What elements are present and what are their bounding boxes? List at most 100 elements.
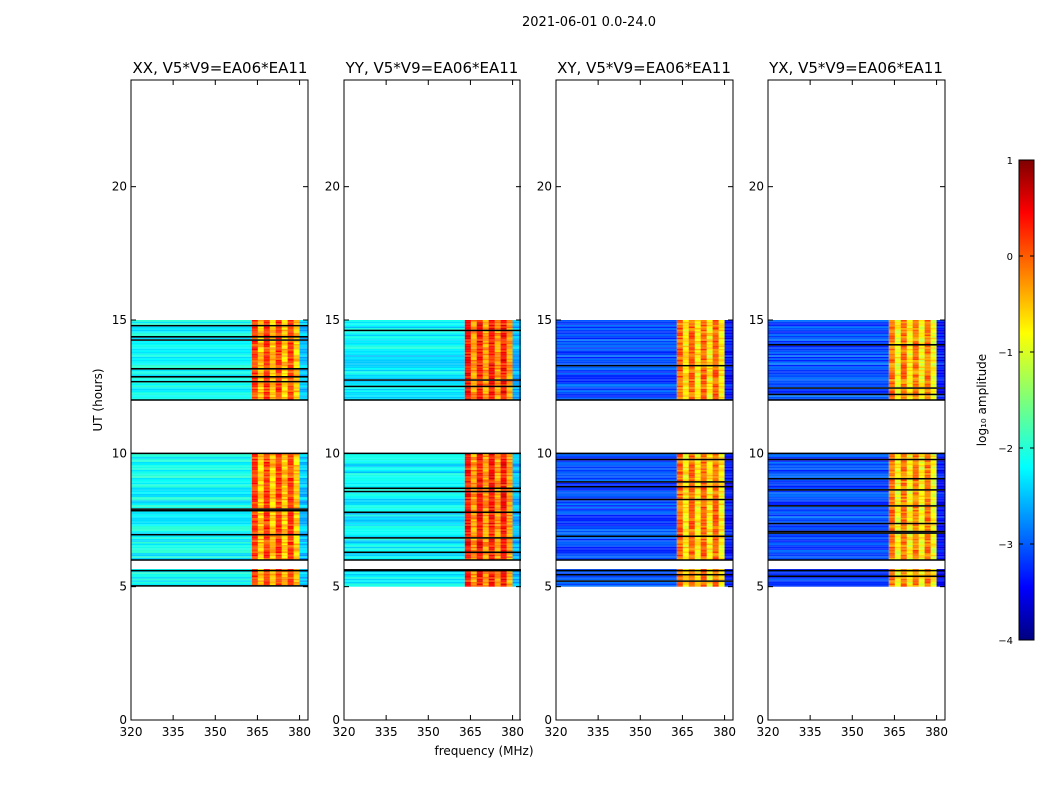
strong-band-cell [888,461,896,464]
strong-band-cell [712,548,719,550]
strong-band-cell [894,352,902,354]
strong-band-cell [930,557,937,560]
strong-band-cell [676,557,684,560]
strong-band-cell [476,553,484,555]
strong-band-cell [912,485,919,488]
strong-band-cell [682,342,690,344]
strong-band-cell [464,513,472,515]
strong-band-cell [894,374,902,376]
low-band-cell [768,324,889,327]
strong-band-cell [275,396,282,399]
strong-band-cell [700,474,707,477]
strong-band-cell [918,497,925,499]
strong-band-cell [700,352,707,354]
strong-band-cell [281,479,288,482]
strong-band-cell [275,514,282,517]
strong-band-cell [488,506,495,509]
strong-band-cell [918,332,925,335]
strong-band-cell [500,388,507,391]
strong-band-cell [924,516,931,518]
strong-band-cell [494,465,501,467]
strong-band-cell [682,541,690,544]
strong-band-cell [293,500,300,502]
strong-band-cell [900,461,908,464]
strong-band-cell [700,538,707,541]
strong-band-cell [688,516,696,518]
flagged-row [556,580,733,582]
strong-band-cell [718,463,725,466]
strong-band-cell [694,585,701,587]
strong-band-cell [500,380,507,383]
strong-band-cell [506,363,513,365]
strong-band-cell [894,506,902,509]
strong-band-cell [900,482,908,485]
strong-band-cell [930,358,937,360]
strong-band-cell [464,387,472,389]
low-band-cell [344,337,465,340]
strong-band-cell [712,328,719,330]
strong-band-cell [718,372,725,375]
low-band-cell [768,487,889,490]
strong-band-cell [464,331,472,333]
strong-band-cell [263,500,271,502]
strong-band-cell [682,334,690,336]
low-band-cell [344,463,465,466]
strong-band-cell [464,532,472,534]
strong-band-cell [694,487,701,490]
upper-band-cell [512,457,521,459]
strong-band-cell [464,393,472,396]
strong-band-cell [263,387,271,389]
low-band-cell [768,476,889,478]
strong-band-cell [494,473,501,475]
strong-band-cell [470,548,478,550]
strong-band-cell [470,364,478,367]
strong-band-cell [494,380,501,383]
strong-band-cell [712,479,719,482]
strong-band-cell [500,398,507,400]
strong-band-cell [694,519,701,522]
strong-band-cell [506,453,513,456]
upper-band-cell [724,323,733,325]
strong-band-cell [912,358,919,360]
strong-band-cell [930,364,937,367]
strong-band-cell [700,549,707,552]
low-band-cell [556,321,677,324]
strong-band-cell [500,573,507,576]
strong-band-cell [287,393,294,396]
strong-band-cell [894,471,902,474]
strong-band-cell [688,347,696,349]
upper-band-cell [724,363,733,365]
strong-band-cell [257,465,265,467]
strong-band-cell [464,474,472,477]
strong-band-cell [257,553,265,555]
strong-band-cell [470,366,478,368]
strong-band-cell [287,500,294,502]
strong-band-cell [930,578,937,581]
strong-band-cell [912,380,919,383]
low-band-cell [344,501,465,504]
strong-band-cell [506,585,513,587]
strong-band-cell [694,361,701,364]
strong-band-cell [918,350,925,352]
strong-band-cell [257,519,265,522]
strong-band-cell [464,583,472,586]
strong-band-cell [482,497,489,499]
strong-band-cell [287,471,294,474]
strong-band-cell [287,490,294,493]
low-band-cell [556,469,677,472]
strong-band-cell [900,355,908,357]
strong-band-cell [906,498,913,501]
strong-band-cell [906,471,913,474]
strong-band-cell [900,352,908,354]
strong-band-cell [293,385,300,388]
strong-band-cell [706,543,713,546]
x-tick-label: 320 [120,725,143,739]
strong-band-cell [906,513,913,515]
strong-band-cell [700,328,707,330]
strong-band-cell [718,353,725,356]
strong-band-cell [293,524,300,526]
strong-band-cell [700,460,707,462]
strong-band-cell [482,514,489,517]
strong-band-cell [906,500,913,502]
strong-band-cell [287,573,294,576]
